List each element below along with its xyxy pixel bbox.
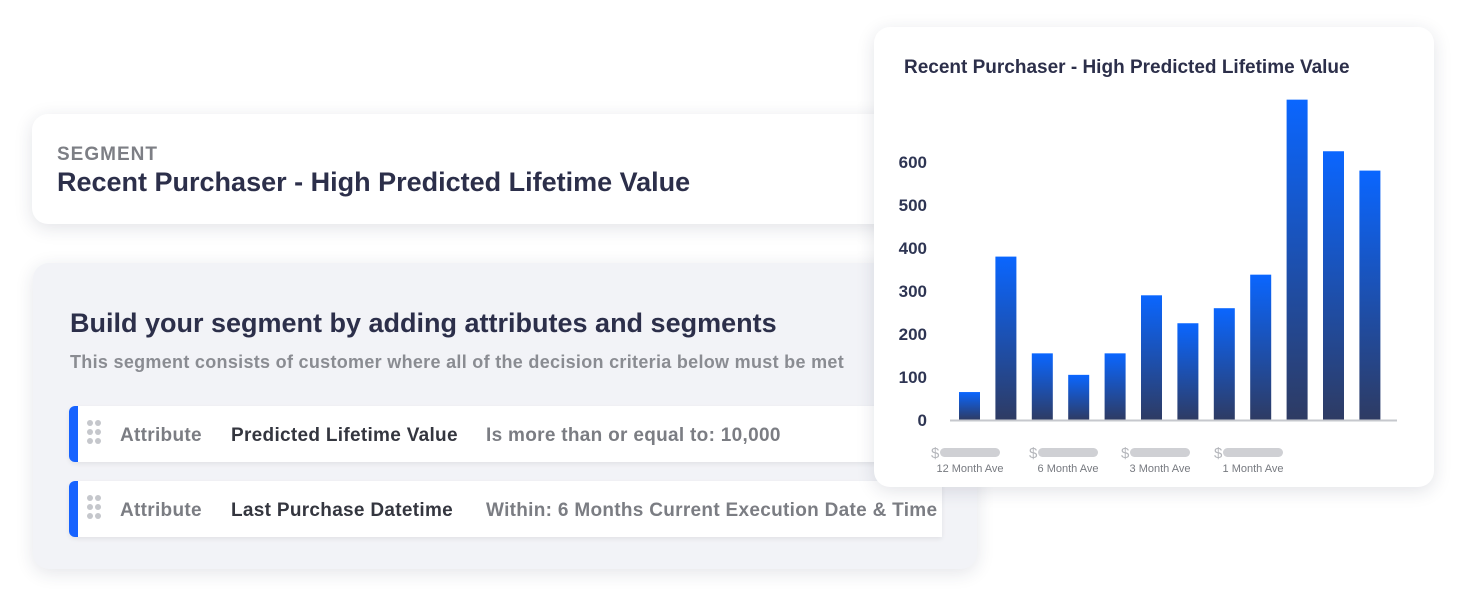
value-placeholder-bar (1130, 448, 1190, 457)
bar[interactable] (1104, 353, 1126, 420)
y-tick-label: 400 (899, 239, 927, 258)
rule-condition[interactable]: Is more than or equal to: 10,000 (486, 425, 781, 446)
bar[interactable] (1141, 295, 1162, 420)
value-placeholder-bar (1223, 448, 1283, 457)
bar[interactable] (1286, 99, 1308, 421)
y-tick-label: 100 (899, 368, 927, 387)
x-group-label: 12 Month Ave (936, 463, 1003, 475)
segment-title: Recent Purchaser - High Predicted Lifeti… (57, 167, 691, 197)
rule-condition[interactable]: Within: 6 Months Current Execution Date … (486, 500, 938, 521)
rule-accent-bar (69, 406, 78, 462)
bar[interactable] (1323, 151, 1344, 420)
value-placeholder-bar (940, 448, 1000, 457)
value-placeholder-bar (1038, 448, 1098, 457)
bar[interactable] (1213, 308, 1235, 420)
segment-card: SEGMENT Recent Purchaser - High Predicte… (32, 114, 932, 224)
x-group-label: 6 Month Ave (1038, 463, 1099, 475)
bar[interactable] (1177, 323, 1199, 420)
y-tick-label: 0 (918, 411, 927, 430)
segment-builder-panel: Build your segment by adding attributes … (33, 263, 977, 569)
bar[interactable] (959, 392, 980, 420)
drag-handle-icon[interactable] (87, 420, 101, 448)
chart-title: Recent Purchaser - High Predicted Lifeti… (904, 57, 1350, 78)
currency-symbol: $ (1214, 445, 1223, 462)
bar[interactable] (1068, 374, 1090, 420)
rule-row[interactable]: Attribute Last Purchase Datetime Within:… (69, 481, 942, 537)
x-group-label: 1 Month Ave (1223, 463, 1284, 475)
rule-type: Attribute (120, 425, 202, 446)
bar[interactable] (1031, 353, 1053, 420)
x-group-label: 3 Month Ave (1130, 463, 1191, 475)
y-tick-label: 600 (899, 153, 927, 172)
rule-attribute-name[interactable]: Predicted Lifetime Value (231, 425, 458, 446)
currency-symbol: $ (1121, 445, 1130, 462)
segment-label: SEGMENT (57, 144, 158, 165)
currency-symbol: $ (1029, 445, 1038, 462)
y-tick-label: 200 (899, 325, 927, 344)
y-tick-label: 500 (899, 196, 927, 215)
chart-card: Recent Purchaser - High Predicted Lifeti… (874, 27, 1434, 487)
bar[interactable] (995, 256, 1017, 420)
currency-symbol: $ (931, 445, 940, 462)
bar[interactable] (1359, 170, 1381, 420)
bar[interactable] (1250, 274, 1272, 420)
drag-handle-icon[interactable] (87, 495, 101, 523)
rule-row[interactable]: Attribute Predicted Lifetime Value Is mo… (69, 406, 919, 462)
rule-attribute-name[interactable]: Last Purchase Datetime (231, 500, 454, 521)
y-tick-label: 300 (899, 282, 927, 301)
rule-accent-bar (69, 481, 78, 537)
builder-heading: Build your segment by adding attributes … (70, 308, 777, 338)
builder-subheading: This segment consists of customer where … (70, 352, 844, 372)
rule-type: Attribute (120, 500, 202, 521)
